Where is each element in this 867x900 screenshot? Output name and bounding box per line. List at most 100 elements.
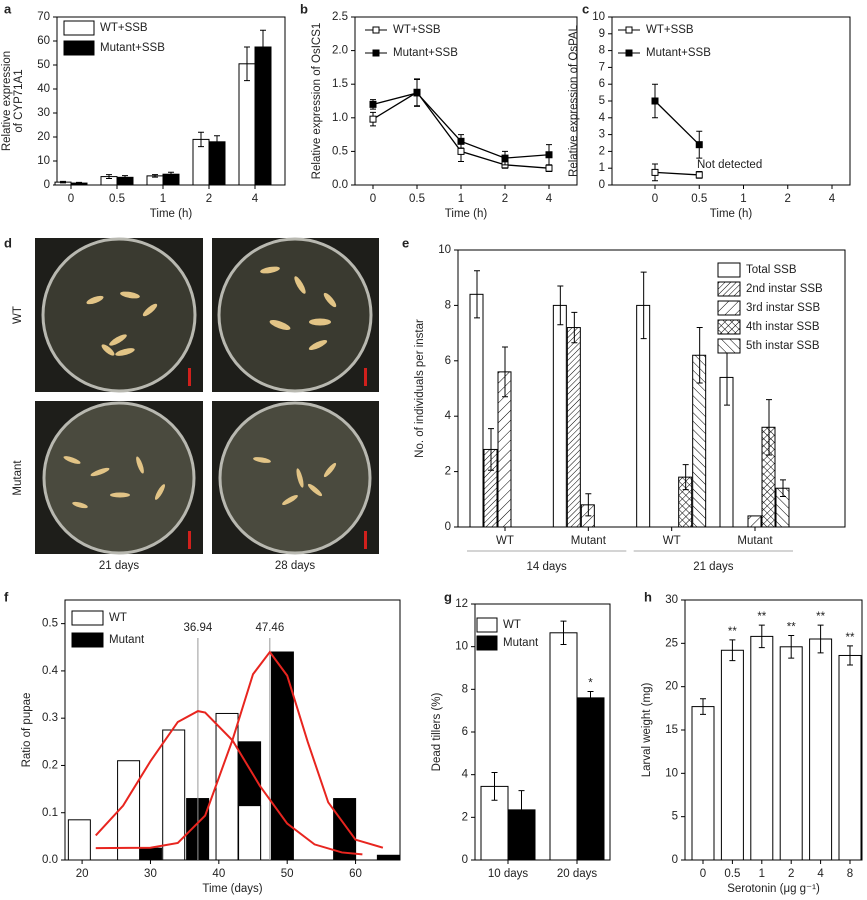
y-tick-label: 60 bbox=[37, 35, 50, 47]
x-tick-label: 4 bbox=[829, 193, 836, 205]
y-tick-label: 0 bbox=[462, 854, 468, 866]
bar bbox=[747, 515, 762, 528]
panel-label: c bbox=[582, 1, 589, 16]
error-bar bbox=[585, 493, 592, 517]
x-tick-label: 0.5 bbox=[724, 868, 740, 880]
y-tick-label: 2 bbox=[462, 811, 468, 823]
y-tick-label: 0.0 bbox=[42, 854, 58, 866]
y-tick-label: 12 bbox=[455, 598, 468, 610]
column-label: 28 days bbox=[275, 560, 316, 572]
x-tick-label: 2 bbox=[785, 193, 791, 205]
y-tick-label: 0.5 bbox=[332, 145, 348, 157]
bar bbox=[750, 635, 774, 861]
legend-swatch bbox=[717, 281, 741, 297]
significance-label: ** bbox=[757, 611, 766, 623]
legend-marker bbox=[372, 49, 380, 57]
y-axis-label: Larval weight (mg) bbox=[641, 683, 653, 778]
y-tick-label: 0.2 bbox=[42, 759, 58, 771]
legend-swatch bbox=[717, 319, 741, 335]
error-bar bbox=[571, 311, 578, 344]
y-tick-label: 15 bbox=[665, 724, 678, 736]
legend-marker bbox=[372, 26, 380, 34]
panel-label: g bbox=[444, 589, 452, 604]
y-tick-label: 0.0 bbox=[332, 179, 348, 191]
y-axis-label: Relative expression of OsPAL bbox=[568, 24, 580, 177]
error-bar bbox=[817, 624, 824, 654]
legend-label: 2nd instar SSB bbox=[746, 283, 823, 295]
column-label: 21 days bbox=[99, 560, 140, 572]
y-tick-label: 0 bbox=[44, 179, 50, 191]
legend-label: WT+SSB bbox=[100, 22, 148, 34]
legend-label: Mutant+SSB bbox=[646, 47, 711, 59]
bar bbox=[838, 654, 862, 861]
y-tick-label: 30 bbox=[37, 107, 50, 119]
series-line bbox=[654, 171, 700, 176]
panel-label: f bbox=[4, 589, 9, 604]
error-bar bbox=[122, 175, 128, 180]
bar bbox=[238, 805, 262, 861]
error-bar bbox=[76, 181, 82, 185]
error-bar bbox=[198, 131, 204, 148]
bar bbox=[720, 649, 744, 861]
x-axis-label: Time (h) bbox=[445, 208, 488, 220]
x-tick-label: 4 bbox=[546, 193, 553, 205]
row-label: Mutant bbox=[12, 460, 24, 496]
legend-label: Mutant bbox=[109, 634, 145, 646]
legend-label: Mutant+SSB bbox=[393, 47, 458, 59]
y-tick-label: 70 bbox=[37, 11, 50, 23]
reference-label: 47.46 bbox=[255, 622, 284, 634]
error-bar bbox=[788, 635, 795, 659]
marker bbox=[413, 89, 421, 97]
error-bar bbox=[847, 645, 853, 666]
legend-swatch bbox=[71, 632, 104, 648]
bar bbox=[117, 760, 141, 861]
reference-label: 36.94 bbox=[184, 622, 213, 634]
legend-swatch bbox=[717, 338, 741, 354]
x-tick-label: 8 bbox=[847, 868, 853, 880]
x-tick-label: WT bbox=[663, 535, 681, 547]
marker bbox=[695, 141, 703, 149]
y-tick-label: 2 bbox=[599, 145, 605, 157]
error-bar bbox=[780, 479, 786, 498]
y-tick-label: 1.0 bbox=[332, 112, 348, 124]
y-tick-label: 5 bbox=[672, 811, 678, 823]
annotation: Not detected bbox=[697, 159, 762, 171]
error-bar bbox=[491, 772, 498, 801]
x-tick-label: 2 bbox=[788, 868, 794, 880]
y-tick-label: 8 bbox=[462, 683, 468, 695]
bar bbox=[552, 304, 567, 528]
legend-label: WT bbox=[109, 612, 127, 624]
y-tick-label: 5 bbox=[599, 95, 605, 107]
significance-label: ** bbox=[846, 632, 855, 644]
error-bar bbox=[214, 135, 220, 149]
x-tick-label: 10 days bbox=[488, 868, 529, 880]
marker bbox=[369, 100, 377, 108]
petri-dish bbox=[218, 401, 372, 555]
y-tick-label: 10 bbox=[455, 641, 468, 653]
y-tick-label: 0.4 bbox=[42, 665, 59, 677]
y-tick-label: 10 bbox=[37, 155, 50, 167]
y-tick-label: 20 bbox=[37, 131, 50, 143]
bar bbox=[779, 646, 803, 861]
x-tick-label: 20 bbox=[76, 868, 89, 880]
x-tick-label: 1 bbox=[740, 193, 746, 205]
error-bar bbox=[260, 29, 266, 65]
x-axis-label: Time (h) bbox=[150, 208, 193, 220]
bar bbox=[376, 854, 400, 861]
y-axis-label: of CYP71A1 bbox=[13, 69, 25, 132]
petri-dish bbox=[42, 401, 196, 555]
y-tick-label: 4 bbox=[462, 769, 469, 781]
y-tick-label: 20 bbox=[665, 681, 678, 693]
x-tick-label: 0 bbox=[370, 193, 376, 205]
series-line bbox=[654, 100, 700, 146]
bar bbox=[238, 63, 256, 186]
x-tick-label: Mutant bbox=[737, 535, 773, 547]
legend-swatch bbox=[63, 40, 95, 56]
x-tick-label: 60 bbox=[349, 868, 362, 880]
error-bar bbox=[488, 428, 494, 471]
bar bbox=[549, 632, 578, 861]
error-bar bbox=[766, 399, 772, 456]
y-tick-label: 50 bbox=[37, 59, 50, 71]
y-tick-label: 6 bbox=[599, 78, 605, 90]
